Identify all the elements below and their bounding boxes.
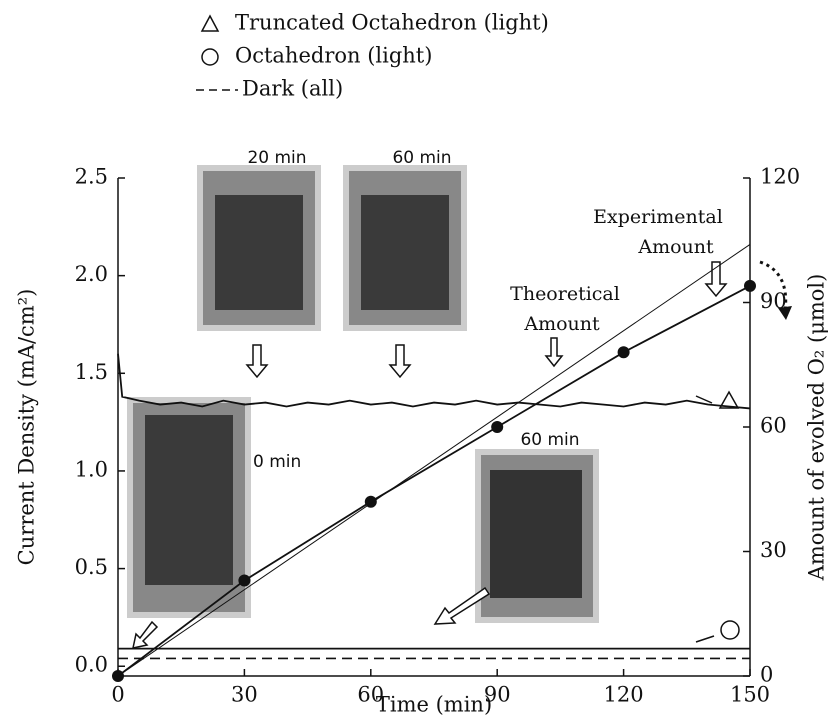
annotation: Experimental: [593, 206, 723, 228]
x-axis-title: Time (min): [376, 693, 492, 717]
o2-point: [491, 421, 504, 433]
y-tick-label: 2.0: [75, 262, 108, 286]
o2-point: [744, 279, 756, 292]
y2-tick-label: 90: [760, 289, 787, 313]
y2-tick-label: 120: [760, 165, 800, 189]
x-tick-label: 30: [231, 683, 258, 707]
arrow: [245, 344, 269, 379]
annotation: 20 min: [247, 148, 306, 168]
annotation: 60 min: [520, 430, 579, 450]
photo: [490, 470, 582, 598]
arrow: [704, 261, 728, 298]
series-line: [117, 353, 751, 410]
y2-tick-label: 30: [760, 538, 787, 562]
arrow: [695, 395, 713, 404]
x-tick-label: 90: [484, 683, 511, 707]
arrow: [759, 260, 788, 313]
arrow: [778, 306, 792, 320]
arrow: [695, 635, 715, 643]
o2-line: [117, 285, 751, 677]
annotation: 60 min: [392, 148, 451, 168]
x-tick-label: 0: [111, 683, 124, 707]
annotation: Amount: [637, 236, 714, 258]
y-tick-label: 0.0: [75, 653, 108, 677]
y-tick-label: 2.5: [75, 165, 108, 189]
y-tick-label: 0.5: [75, 555, 108, 579]
o2-point: [364, 495, 377, 508]
y-tick-label: 1.5: [75, 360, 108, 384]
o2-point: [238, 574, 251, 587]
photo-insets: [127, 165, 792, 649]
y2-tick-label: 0: [760, 663, 773, 687]
y-axis-title: Current Density (mA/cm²): [15, 289, 39, 566]
legend-label: Dark (all): [242, 77, 343, 101]
arrow: [544, 337, 564, 368]
annotation: Amount: [523, 313, 600, 335]
y2-axis-title: Amount of evolved O₂ (μmol): [805, 274, 829, 582]
x-tick-label: 150: [730, 683, 770, 707]
legend-symbol: [201, 48, 219, 66]
marker: [718, 390, 740, 409]
o2-point: [617, 346, 630, 359]
legend-label: Octahedron (light): [235, 44, 432, 68]
photo: [215, 195, 303, 310]
x-tick-label: 120: [604, 683, 644, 707]
photo: [145, 415, 233, 585]
arrow: [132, 620, 159, 649]
legend-symbol: [200, 14, 220, 32]
marker: [720, 620, 740, 640]
photo: [361, 195, 449, 310]
arrow: [388, 344, 412, 379]
y-tick-label: 1.0: [75, 457, 108, 481]
legend-label: Truncated Octahedron (light): [235, 11, 549, 35]
arrow: [433, 586, 491, 625]
y2-tick-label: 60: [760, 414, 787, 438]
x-tick-label: 60: [357, 683, 384, 707]
annotation: 0 min: [253, 452, 301, 472]
annotation: Theoretical: [510, 283, 620, 305]
o2-line: [117, 243, 751, 677]
